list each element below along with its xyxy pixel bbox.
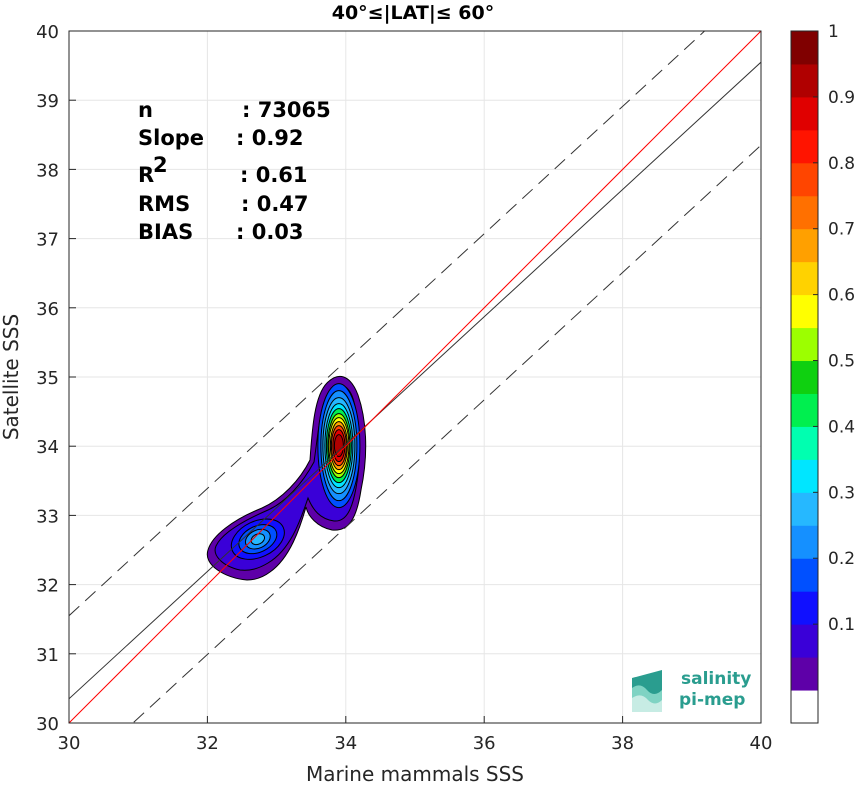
colorbar-tick-label: 0.1 xyxy=(828,615,855,635)
lower-dashed-line xyxy=(132,144,761,723)
x-tick-label: 34 xyxy=(334,733,357,754)
colorbar-segment xyxy=(791,459,818,493)
colorbar-tick-label: 0.5 xyxy=(828,352,855,372)
colorbar-segment xyxy=(791,690,818,724)
y-tick-label: 31 xyxy=(36,645,59,666)
stat-value: : 73065 xyxy=(242,98,331,122)
chart-title: 40°≤|LAT|≤ 60° xyxy=(332,2,495,24)
colorbar: 0.1 0.2 0.3 0.4 0.5 0.6 0.7 0.8 0.9 1 xyxy=(790,22,855,724)
y-tick-label: 34 xyxy=(36,437,59,458)
stat-value: : 0.92 xyxy=(236,126,304,150)
y-axis-label: Satellite SSS xyxy=(0,314,23,440)
density-contours xyxy=(206,375,367,581)
colorbar-tick-label: 0.4 xyxy=(828,417,855,437)
y-tick-label: 37 xyxy=(36,230,59,251)
stat-label-superscript: 2 xyxy=(153,153,168,177)
colorbar-segment xyxy=(791,393,818,427)
colorbar-segment xyxy=(791,195,818,230)
y-tick-label: 30 xyxy=(36,714,59,735)
colorbar-segment xyxy=(791,261,818,296)
colorbar-segment xyxy=(791,591,818,625)
y-axis-ticks: 30 31 32 33 34 35 36 37 38 39 40 xyxy=(36,22,76,735)
colorbar-frame xyxy=(790,30,819,724)
colorbar-segment xyxy=(791,624,818,658)
salinity-pimep-logo: salinity pi-mep xyxy=(632,669,751,712)
colorbar-segment xyxy=(791,31,818,65)
x-tick-label: 40 xyxy=(750,733,773,754)
colorbar-tick-label: 0.3 xyxy=(828,483,855,503)
logo-text-salinity: salinity xyxy=(681,669,751,689)
stat-label: RMS xyxy=(138,192,190,216)
logo-text-pimep: pi-mep xyxy=(679,690,745,710)
wave-logo-icon xyxy=(632,670,662,712)
x-tick-label: 30 xyxy=(58,733,81,754)
stat-label: n xyxy=(138,98,153,122)
y-tick-label: 35 xyxy=(36,368,59,389)
stat-value: : 0.61 xyxy=(240,163,308,187)
identity-line xyxy=(69,31,761,723)
colorbar-segment xyxy=(791,492,818,526)
y-tick-label: 39 xyxy=(36,91,59,112)
colorbar-segment xyxy=(791,426,818,460)
stat-value: : 0.47 xyxy=(241,192,309,216)
colorbar-segment xyxy=(791,657,818,691)
colorbar-tick-label: 0.2 xyxy=(828,549,855,569)
statistics-panel: n : 73065 Slope : 0.92 R2 : 0.61 RMS : 0.47 BIAS… xyxy=(138,98,331,244)
colorbar-segment xyxy=(791,327,818,362)
colorbar-segment xyxy=(791,360,818,394)
colorbar-tick-label: 1 xyxy=(828,22,839,42)
y-tick-label: 36 xyxy=(36,299,59,320)
colorbar-tick-label: 0.8 xyxy=(828,154,855,174)
colorbar-tick-label: 0.9 xyxy=(828,88,855,108)
stat-label: Slope xyxy=(138,126,204,150)
x-axis-label: Marine mammals SSS xyxy=(306,762,524,786)
colorbar-segment xyxy=(791,162,818,197)
stat-label: BIAS xyxy=(138,220,193,244)
colorbar-segment xyxy=(791,525,818,559)
regression-fit-line xyxy=(69,61,761,700)
x-tick-label: 36 xyxy=(473,733,496,754)
colorbar-segment xyxy=(791,96,818,131)
x-tick-label: 38 xyxy=(611,733,634,754)
colorbar-segment xyxy=(791,63,818,98)
upper-dashed-line xyxy=(69,31,706,617)
colorbar-tick-label: 0.7 xyxy=(828,220,855,240)
colorbar-segment xyxy=(791,129,818,164)
colorbar-segment xyxy=(791,294,818,329)
density-contour-secondary xyxy=(250,533,266,546)
x-axis-ticks: 30 32 34 36 38 40 xyxy=(58,716,773,754)
x-tick-label: 32 xyxy=(196,733,219,754)
colorbar-segment xyxy=(791,228,818,263)
y-tick-label: 33 xyxy=(36,506,59,527)
colorbar-segment xyxy=(791,558,818,592)
y-tick-label: 32 xyxy=(36,576,59,597)
y-tick-label: 40 xyxy=(36,22,59,43)
stat-label: R xyxy=(138,163,154,187)
reference-lines xyxy=(69,31,761,723)
y-tick-label: 38 xyxy=(36,160,59,181)
colorbar-tick-label: 0.6 xyxy=(828,286,855,306)
stat-value: : 0.03 xyxy=(236,220,304,244)
